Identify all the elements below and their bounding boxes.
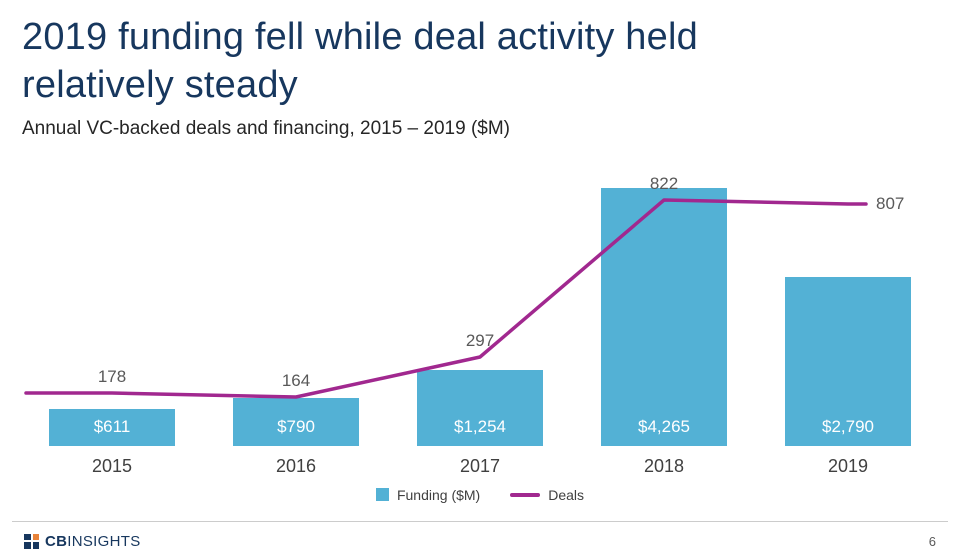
funding-bar: $790 [233,397,359,446]
slide-subtitle: Annual VC-backed deals and financing, 20… [22,117,510,139]
slide-title-line-2: relatively steady [22,63,298,106]
deal-count-label: 164 [281,370,311,390]
slide-footer: CBINSIGHTS 6 [12,521,948,560]
chart: $611 $790 $1,254 $4,265 $2,790 178 164 297 822 8… [20,146,940,503]
chart-plot-area: $611 $790 $1,254 $4,265 $2,790 178 164 297 822 8… [20,146,940,446]
year-label: 2018 [643,455,685,476]
slide-title: 2019 funding fell while deal activity he… [22,14,936,110]
bar-column: $2,790 [756,146,940,446]
funding-bar: $2,790 [785,276,911,446]
funding-bar: $611 [49,408,175,446]
deal-count-label: 822 [649,173,679,193]
year-label: 2016 [275,455,317,476]
bar-column: $611 [20,146,204,446]
bar-column: $790 [204,146,388,446]
bar-column: $1,254 [388,146,572,446]
deal-count-label: 807 [876,193,905,213]
slide-title-line-1: 2019 funding fell while deal activity he… [22,16,698,58]
cbinsights-logo-text: CBINSIGHTS [45,532,141,550]
deal-count-label: 297 [465,330,495,350]
cbinsights-logo-icon [24,533,39,549]
year-label: 2015 [91,455,133,476]
year-label: 2019 [827,455,869,476]
funding-bar: $4,265 [601,187,727,446]
cbinsights-logo: CBINSIGHTS [24,533,141,550]
funding-bar-label: $611 [93,416,131,436]
legend: Funding ($M) Deals [20,487,940,503]
slide-header: 2019 funding fell while deal activity he… [0,0,960,140]
funding-legend-swatch-icon [375,488,389,502]
year-label: 2017 [459,455,501,476]
funding-bars: $611 $790 $1,254 $4,265 $2,790 [20,146,940,446]
deals-legend-swatch-icon [510,492,541,497]
x-axis-labels: 2015 2016 2017 2018 2019 [20,456,940,477]
funding-bar-label: $1,254 [454,416,506,436]
funding-bar: $1,254 [417,369,543,446]
funding-bar-label: $4,265 [638,416,690,436]
deal-count-label: 178 [97,366,127,386]
funding-bar-label: $2,790 [822,416,874,436]
page-number: 6 [928,533,936,549]
funding-bar-label: $790 [277,416,315,436]
funding-legend-label: Funding ($M) [396,486,481,503]
deals-legend-label: Deals [548,486,585,503]
